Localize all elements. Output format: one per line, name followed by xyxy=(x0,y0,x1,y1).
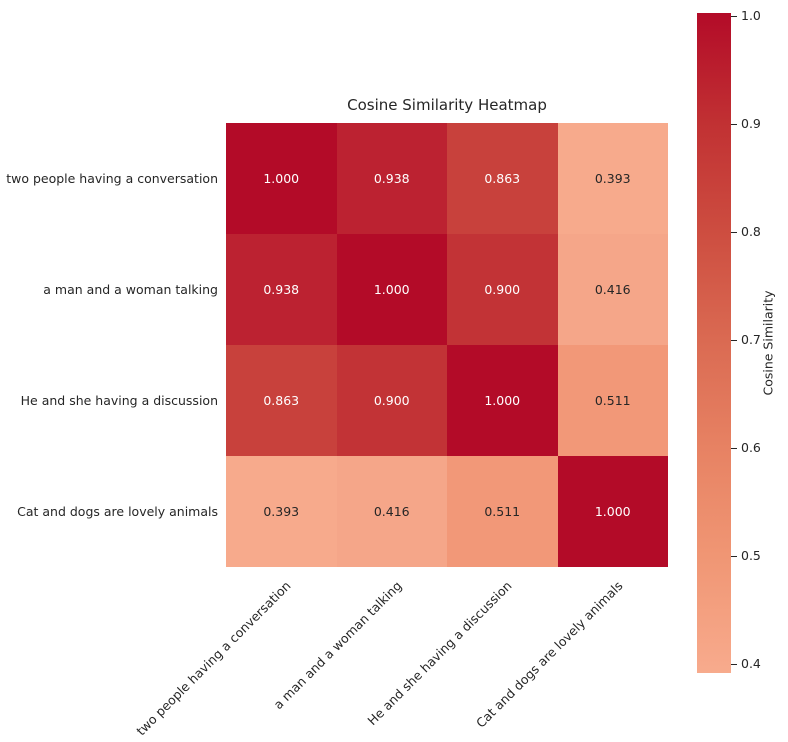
heatmap-cell-r0-c0: 1.000 xyxy=(226,123,337,234)
heatmap-cell-r1-c1: 1.000 xyxy=(336,234,447,345)
y-tick-label-1: a man and a woman talking xyxy=(43,281,218,297)
colorbar-tick-mark-0.9 xyxy=(731,123,737,125)
heatmap-cell-r3-c1: 0.416 xyxy=(336,456,447,567)
colorbar-tick-mark-0.4 xyxy=(731,664,737,666)
colorbar-tick-label-0.4: 0.4 xyxy=(741,656,761,672)
heatmap-grid: 1.000 0.938 0.863 0.393 0.938 1.000 0.900 0.416… xyxy=(226,123,668,567)
colorbar-axis-label: Cosine Similarity xyxy=(760,290,776,396)
heatmap-cell-r0-c2: 0.863 xyxy=(447,123,558,234)
heatmap-cell-r2-c3: 0.511 xyxy=(557,345,668,456)
heatmap-cell-r0-c3: 0.393 xyxy=(557,123,668,234)
colorbar-tick-label-1.0: 1.0 xyxy=(741,7,761,23)
heatmap-cell-r1-c0: 0.938 xyxy=(226,234,337,345)
colorbar-tick-mark-0.8 xyxy=(731,231,737,233)
colorbar-tick-mark-0.6 xyxy=(731,447,737,450)
chart-title: Cosine Similarity Heatmap xyxy=(347,96,547,114)
colorbar-gradient xyxy=(697,13,731,673)
heatmap-cell-r0-c1: 0.938 xyxy=(336,123,447,234)
colorbar-tick-mark-1.0 xyxy=(731,15,737,17)
heatmap-cell-r3-c2: 0.511 xyxy=(447,456,558,567)
colorbar-tick-label-0.5: 0.5 xyxy=(741,548,761,563)
colorbar-tick-mark-0.5 xyxy=(731,556,737,558)
heatmap-cell-r1-c3: 0.416 xyxy=(557,234,668,345)
heatmap-cell-r2-c2: 1.000 xyxy=(447,345,558,456)
y-tick-label-3: Cat and dogs are lovely animals xyxy=(17,503,218,519)
heatmap-cell-r3-c0: 0.393 xyxy=(226,456,337,567)
colorbar-tick-label-0.6: 0.6 xyxy=(741,439,761,455)
x-tick-label-1: a man and a woman talking xyxy=(270,578,405,713)
colorbar-tick-label-0.9: 0.9 xyxy=(741,115,761,131)
heatmap-cell-r2-c0: 0.863 xyxy=(226,345,337,456)
colorbar-tick-label-0.7: 0.7 xyxy=(741,331,761,347)
y-tick-label-2: He and she having a discussion xyxy=(20,392,218,408)
heatmap-cell-r1-c2: 0.900 xyxy=(447,234,558,345)
colorbar-tick-label-0.8: 0.8 xyxy=(741,223,761,239)
heatmap-cell-r3-c3: 1.000 xyxy=(557,456,668,567)
colorbar-tick-mark-0.7 xyxy=(731,339,737,341)
x-tick-label-0: two people having a conversation xyxy=(133,578,294,739)
y-tick-label-0: two people having a conversation xyxy=(6,170,218,186)
heatmap-cell-r2-c1: 0.900 xyxy=(336,345,447,456)
